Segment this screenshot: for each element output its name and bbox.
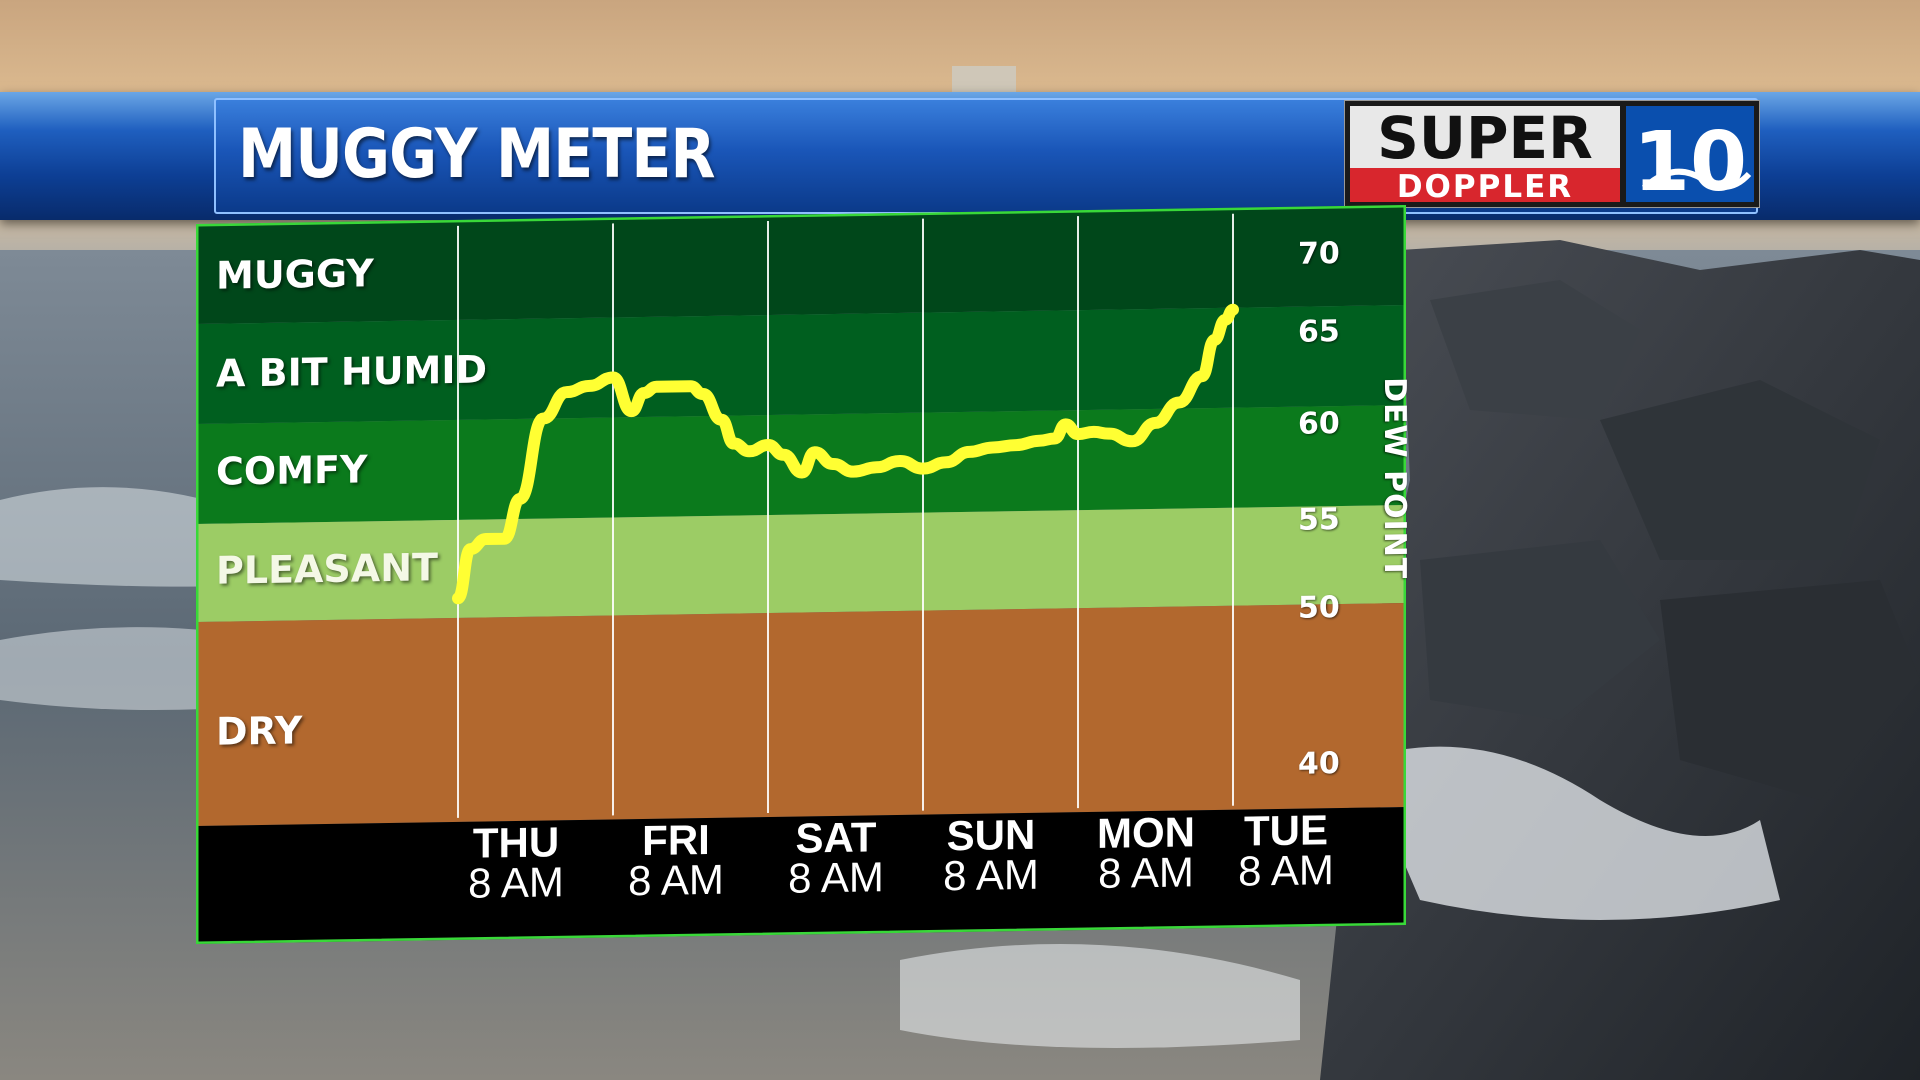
y-tick-70: 70 bbox=[1298, 236, 1340, 272]
svg-text:SUPER: SUPER bbox=[1377, 104, 1593, 172]
chart-canvas bbox=[196, 204, 1406, 944]
zone-label-pleasant: PLEASANT bbox=[216, 545, 438, 593]
y-tick-40: 40 bbox=[1298, 746, 1340, 782]
muggy-meter-chart: MUGGY A BIT HUMID COMFY PLEASANT DRY 70 … bbox=[196, 204, 1412, 944]
x-tick-thu: THU 8 AM bbox=[426, 818, 606, 907]
zone-label-dry: DRY bbox=[216, 708, 303, 754]
chart-frame bbox=[196, 204, 1406, 944]
dew-point-line bbox=[452, 303, 1239, 605]
y-tick-50: 50 bbox=[1298, 590, 1340, 626]
x-tick-time: 8 AM bbox=[468, 858, 564, 907]
page-title: MUGGY METER bbox=[238, 115, 716, 194]
svg-text:DOPPLER: DOPPLER bbox=[1397, 169, 1573, 205]
x-tick-sun: SUN 8 AM bbox=[901, 811, 1081, 900]
x-tick-fri: FRI 8 AM bbox=[586, 815, 766, 905]
zone-band-a-bit-humid bbox=[196, 304, 1406, 424]
x-tick-day: SAT bbox=[795, 813, 877, 862]
x-axis-band bbox=[196, 806, 1406, 944]
zone-band-muggy bbox=[196, 204, 1406, 324]
y-tick-60: 60 bbox=[1298, 406, 1340, 442]
svg-text:10: 10 bbox=[1633, 115, 1747, 208]
x-tick-tue: TUE 8 AM bbox=[1196, 806, 1376, 895]
x-tick-day: FRI bbox=[642, 815, 710, 864]
x-tick-sat: SAT 8 AM bbox=[746, 813, 926, 902]
y-tick-55: 55 bbox=[1298, 502, 1340, 538]
x-tick-time: 8 AM bbox=[788, 853, 884, 902]
zone-label-a-bit-humid: A BIT HUMID bbox=[216, 347, 488, 396]
zone-band-dry bbox=[196, 602, 1406, 827]
y-tick-65: 65 bbox=[1298, 314, 1340, 350]
zone-bands bbox=[196, 204, 1406, 827]
x-tick-day: THU bbox=[472, 818, 560, 867]
x-tick-time: 8 AM bbox=[1238, 846, 1334, 895]
zone-label-comfy: COMFY bbox=[216, 447, 368, 494]
zone-band-comfy bbox=[196, 404, 1406, 524]
x-tick-day: TUE bbox=[1244, 806, 1328, 855]
zone-label-muggy: MUGGY bbox=[216, 251, 374, 298]
y-axis-label: DEW POINT bbox=[1377, 376, 1412, 580]
x-tick-time: 8 AM bbox=[943, 850, 1039, 900]
super-doppler-10-logo: SUPER DOPPLER 10 bbox=[1344, 100, 1760, 208]
x-tick-time: 8 AM bbox=[628, 855, 724, 905]
